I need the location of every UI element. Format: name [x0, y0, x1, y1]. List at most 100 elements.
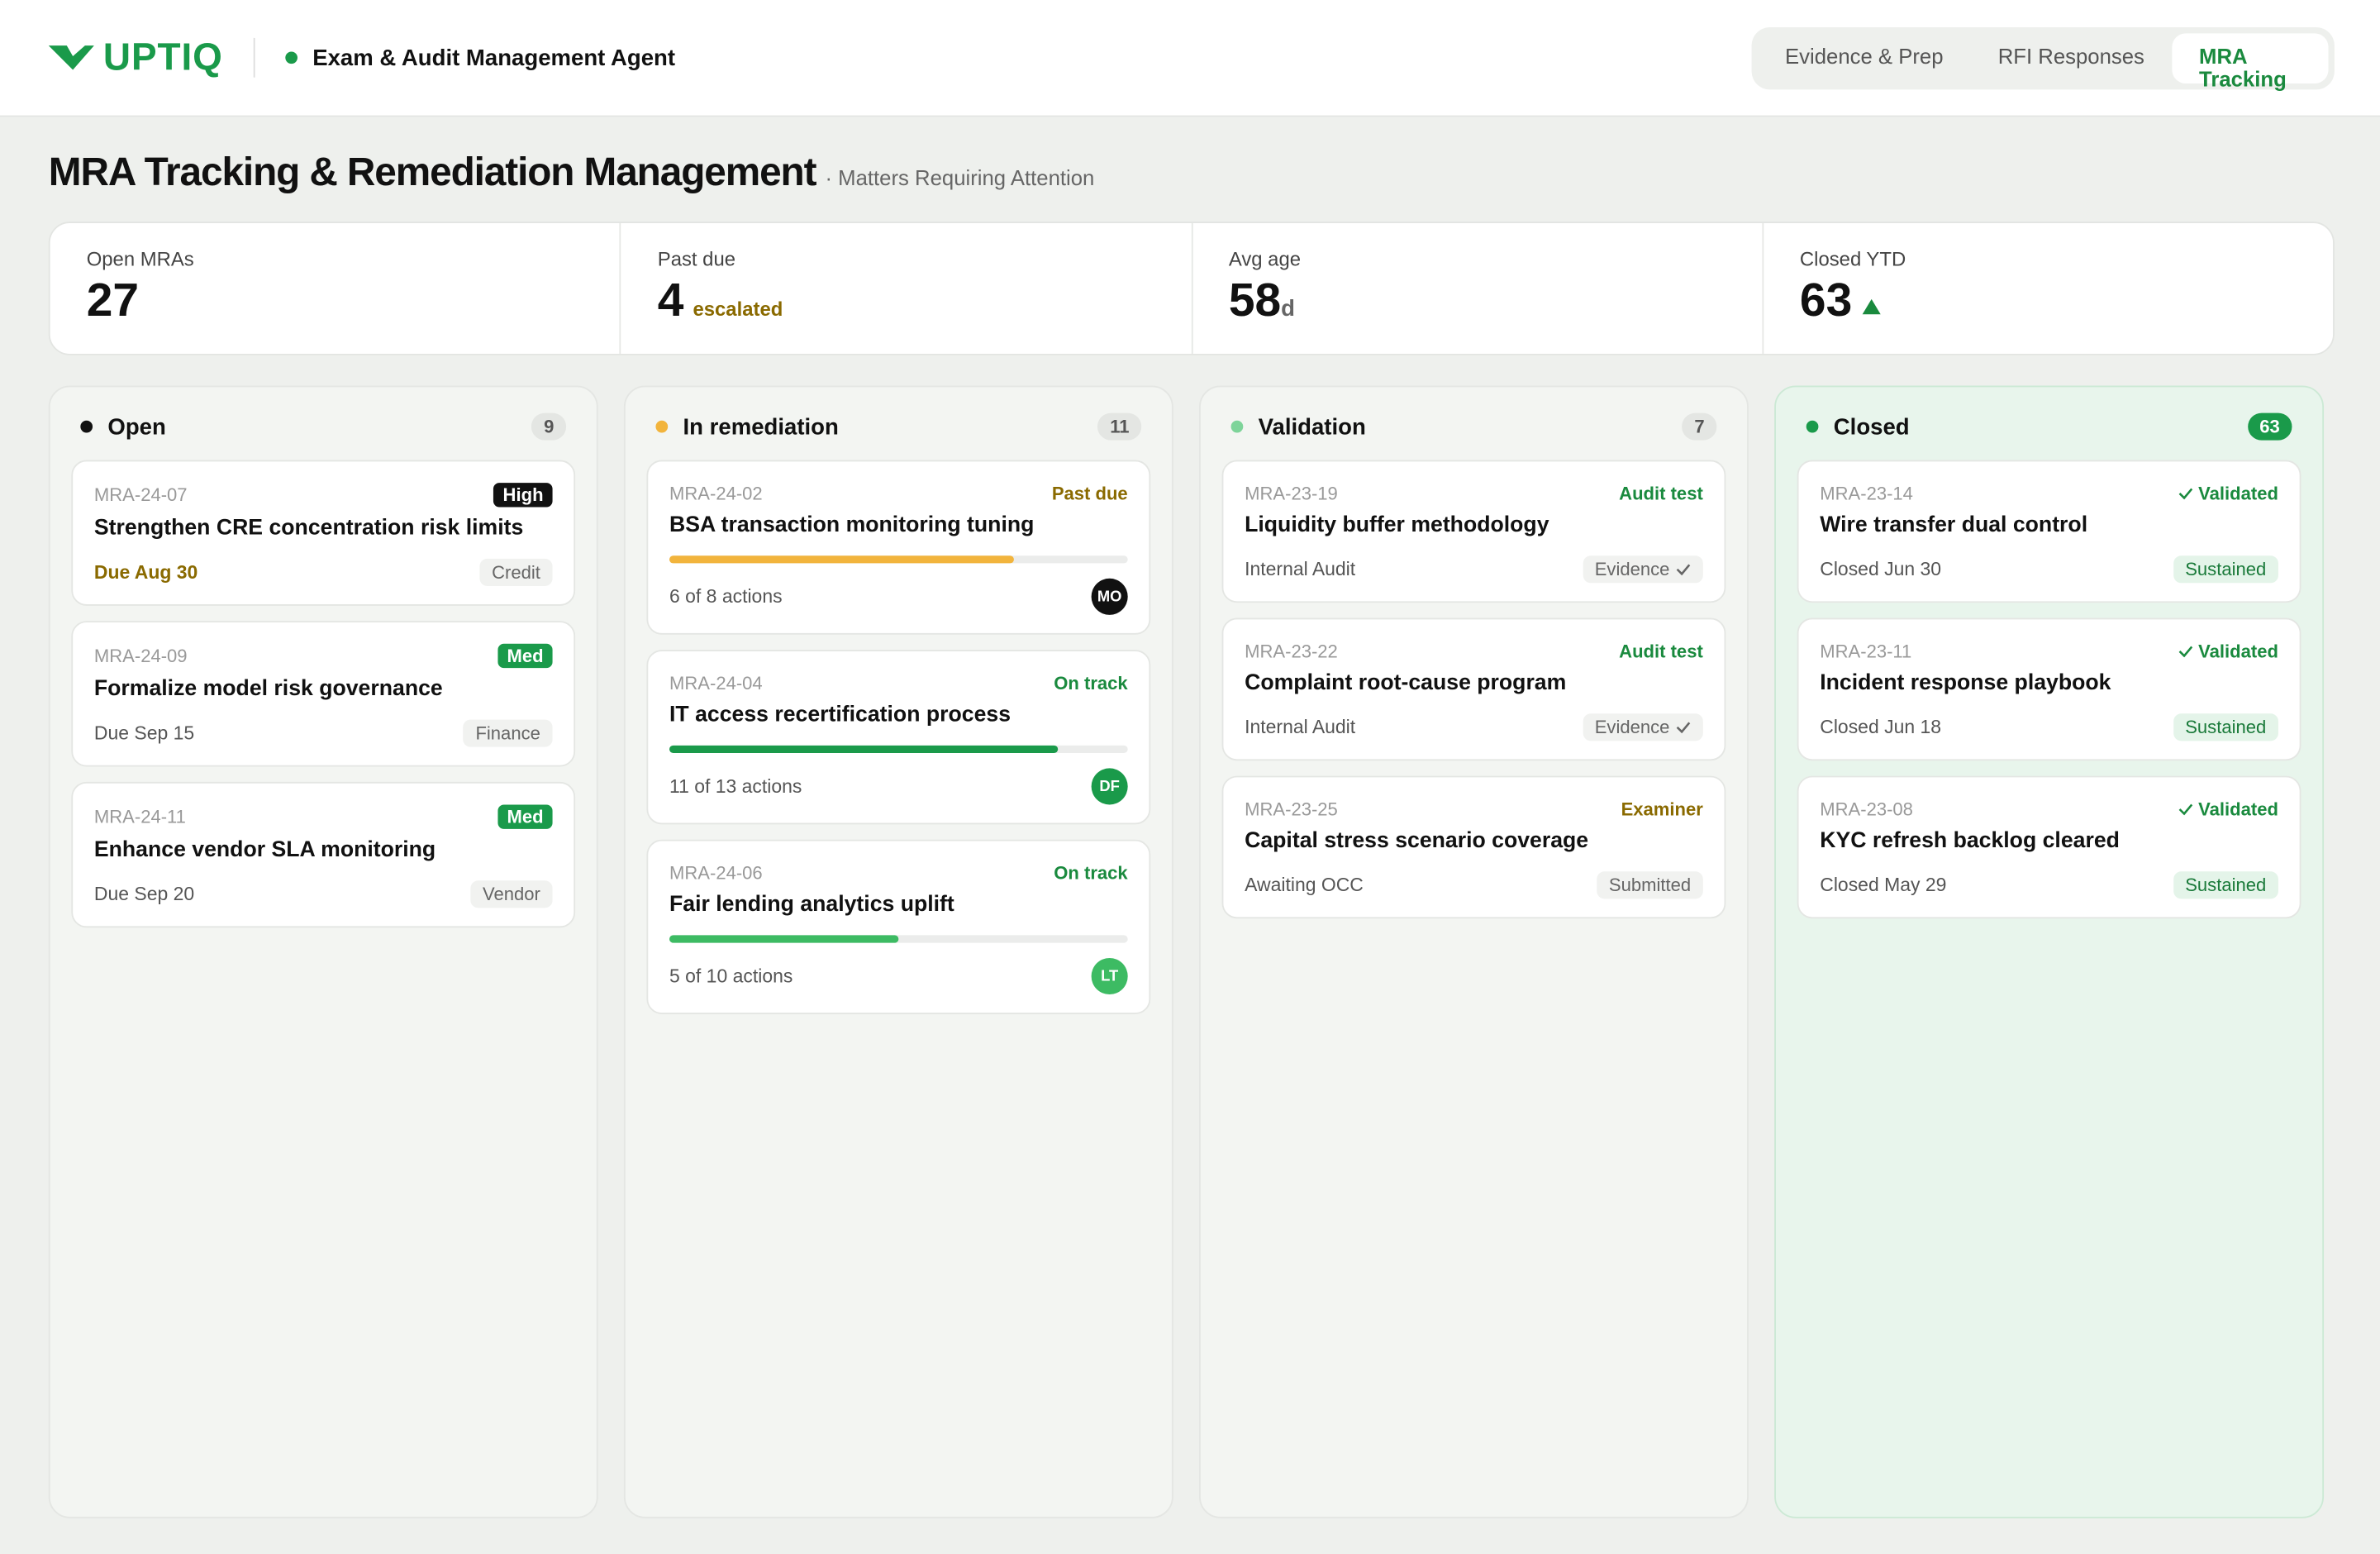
chip-text: Finance: [475, 722, 540, 745]
chip: Credit: [479, 558, 553, 586]
card-bottom: 5 of 10 actions LT: [669, 957, 1128, 995]
card-meta: 5 of 10 actions: [669, 965, 793, 987]
check-icon: [2178, 803, 2193, 816]
tag-wrap: On track: [1054, 862, 1127, 884]
column-header: In remediation 11: [646, 408, 1150, 460]
tabs: Evidence & Prep RFI Responses MRA Tracking: [1751, 27, 2335, 90]
card-bottom: Due Sep 15 Finance: [93, 719, 553, 747]
card-meta: Due Aug 30: [93, 561, 198, 584]
mra-card[interactable]: MRA-24-04 On track IT access recertificati…: [646, 650, 1151, 825]
column-name: Validation: [1258, 413, 1366, 440]
column-count: 7: [1682, 412, 1717, 441]
column: Validation 7 MRA-23-19 Audit test Liquidity …: [1199, 385, 1749, 1518]
card-bottom: Internal Audit Evidence: [1245, 555, 1703, 584]
progress-fill: [669, 745, 1058, 754]
top-bar: UPTIQ Exam & Audit Management Agent Evid…: [0, 0, 2380, 117]
card-top: MRA-24-02 Past due: [669, 483, 1128, 504]
status-tag: Audit test: [1619, 641, 1703, 662]
column-dot: [1806, 420, 1819, 433]
column-name: Open: [107, 413, 166, 440]
chip: Evidence: [1583, 713, 1703, 741]
kpi-value: 58: [1228, 273, 1282, 327]
kpi-label: Past due: [657, 247, 736, 270]
mra-card[interactable]: MRA-24-02 Past due BSA transaction monitor…: [646, 460, 1151, 635]
chip-text: Evidence: [1594, 558, 1670, 580]
column: Closed 63 MRA-23-14 Validated Wire transfer …: [1774, 385, 2325, 1518]
chip: Submitted: [1597, 871, 1703, 899]
kpi-value: 63: [1799, 273, 1853, 327]
column: In remediation 11 MRA-24-02 Past due BSA tra…: [623, 385, 1173, 1518]
kpi-value-row: 27: [87, 274, 583, 328]
mra-card[interactable]: MRA-23-22 Audit test Complaint root-cause …: [1221, 617, 1726, 761]
mra-id: MRA-24-11: [93, 806, 186, 828]
status-tag: Med: [497, 643, 553, 669]
card-title: KYC refresh backlog cleared: [1820, 828, 2120, 854]
tab[interactable]: Evidence & Prep: [1785, 44, 1944, 69]
mra-card[interactable]: MRA-24-07 High Strengthen CRE concentratio…: [71, 460, 576, 606]
card-top: MRA-24-11 Med: [93, 804, 553, 829]
column-dot: [80, 420, 93, 433]
mra-id: MRA-23-14: [1820, 483, 1913, 504]
card-bottom: Closed May 29 Sustained: [1820, 871, 2278, 899]
kpi-card: Open MRAs 27: [50, 223, 620, 354]
card-top: MRA-24-04 On track: [669, 673, 1128, 694]
mra-id: MRA-23-19: [1245, 483, 1338, 504]
mra-card[interactable]: MRA-23-08 Validated KYC refresh backlog cl…: [1797, 775, 2301, 919]
status-tag: Examiner: [1621, 798, 1703, 820]
status-tag: Past due: [1051, 483, 1128, 504]
mra-card[interactable]: MRA-24-06 On track Fair lending analytics …: [646, 839, 1151, 1014]
card-meta: 11 of 13 actions: [669, 775, 802, 798]
card-bottom: Due Aug 30 Credit: [93, 558, 553, 586]
page-heading: MRA Tracking & Remediation Management · M…: [49, 149, 1095, 196]
column-count: 63: [2247, 412, 2292, 441]
column: Open 9 MRA-24-07 High Strengthen CRE concent…: [48, 385, 598, 1518]
logo-mark: [48, 45, 94, 70]
chip: Sustained: [2173, 555, 2278, 584]
tag-wrap: Audit test: [1619, 483, 1703, 504]
kpi-label: Avg age: [1228, 247, 1302, 270]
avatar: MO: [1091, 578, 1128, 615]
card-meta: Closed Jun 18: [1820, 716, 1942, 738]
mra-card[interactable]: MRA-23-14 Validated Wire transfer dual con…: [1797, 460, 2301, 603]
mra-id: MRA-24-02: [669, 483, 763, 504]
mra-card[interactable]: MRA-24-11 Med Enhance vendor SLA monitorin…: [71, 781, 576, 928]
mra-id: MRA-23-08: [1820, 798, 1913, 820]
column-header: Validation 7: [1222, 408, 1726, 460]
progress-fill: [669, 555, 1014, 564]
card-bottom: Due Sep 20 Vendor: [94, 880, 553, 908]
card-title: BSA transaction monitoring tuning: [669, 512, 1035, 538]
card-meta: Due Sep 15: [93, 722, 195, 745]
column-header: Open 9: [71, 408, 575, 460]
tag-wrap: On track: [1054, 673, 1127, 694]
card-meta: Closed Jun 30: [1820, 558, 1942, 580]
status-tag: Validated: [2198, 641, 2278, 662]
mra-card[interactable]: MRA-23-19 Audit test Liquidity buffer meth…: [1221, 460, 1726, 603]
tag-wrap: Validated: [2178, 483, 2278, 504]
trend-up-icon: [1861, 274, 1883, 328]
tab[interactable]: RFI Responses: [1997, 44, 2144, 69]
chip: Evidence: [1583, 555, 1703, 584]
card-title: Strengthen CRE concentration risk limits: [93, 516, 524, 541]
kpi-value-row: 63: [1800, 274, 2297, 328]
mra-id: MRA-24-06: [669, 862, 763, 884]
check-icon: [1676, 721, 1691, 734]
check-icon: [2178, 646, 2193, 658]
mra-card[interactable]: MRA-24-09 Med Formalize model risk governa…: [71, 621, 576, 767]
card-meta: Closed May 29: [1820, 874, 1947, 896]
kpi-value: 27: [86, 273, 140, 327]
status-tag: On track: [1054, 862, 1128, 884]
card-bottom: Closed Jun 30 Sustained: [1820, 555, 2278, 584]
status-tag: On track: [1054, 672, 1128, 694]
card-top: MRA-23-14 Validated: [1820, 483, 2278, 504]
tab[interactable]: MRA Tracking: [2171, 33, 2329, 90]
card-meta: 6 of 8 actions: [669, 585, 783, 608]
avatar: LT: [1091, 957, 1128, 995]
kpi-label: Closed YTD: [1799, 247, 1906, 270]
mra-card[interactable]: MRA-23-25 Examiner Capital stress scenario…: [1221, 775, 1726, 919]
mra-card[interactable]: MRA-23-11 Validated Incident response play…: [1797, 617, 2301, 761]
divider: [253, 37, 255, 78]
column-name: In remediation: [683, 413, 839, 440]
card-title: Liquidity buffer methodology: [1245, 512, 1549, 538]
